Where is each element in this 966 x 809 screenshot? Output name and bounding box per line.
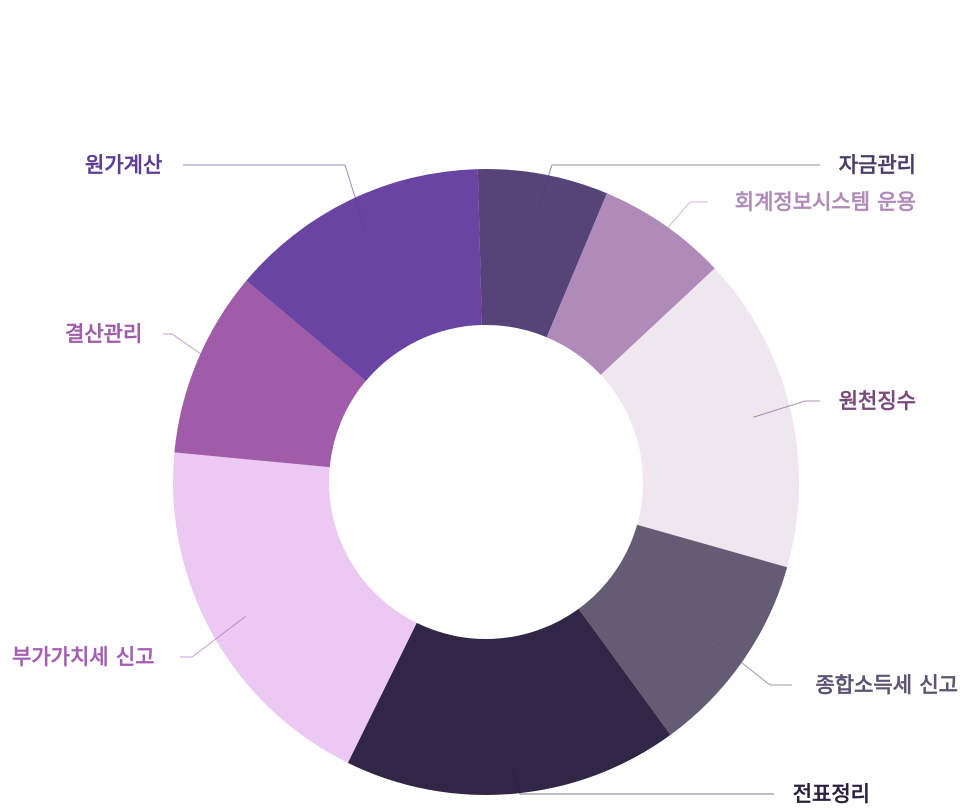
slice-label: 원천징수 (839, 389, 916, 413)
donut-slice (578, 524, 788, 735)
donut-slice (173, 452, 417, 763)
slice-label: 자금관리 (839, 153, 916, 177)
donut-slice (347, 608, 671, 796)
donut-slice (246, 169, 482, 382)
leader-line (642, 201, 708, 257)
slice-label: 회계정보시스템 운용 (735, 190, 916, 214)
leader-line (711, 638, 792, 686)
slice-label: 원가계산 (85, 153, 162, 177)
leader-line (509, 755, 774, 795)
donut-slice (174, 280, 366, 468)
leader-line (180, 615, 247, 658)
slices-layer (173, 169, 799, 796)
slice-label: 부가가치세 신고 (12, 645, 155, 669)
leader-line (753, 400, 820, 418)
donut-slice (546, 193, 715, 375)
leader-line (163, 333, 233, 377)
donut-slice (600, 268, 799, 568)
slice-label: 결산관리 (65, 322, 142, 346)
slice-label: 종합소득세 신고 (815, 673, 958, 697)
leader-lines-layer (163, 164, 820, 795)
donut-slice (477, 169, 607, 338)
leader-line (536, 164, 820, 212)
slice-label: 전표정리 (793, 782, 870, 806)
leader-line (183, 164, 368, 235)
